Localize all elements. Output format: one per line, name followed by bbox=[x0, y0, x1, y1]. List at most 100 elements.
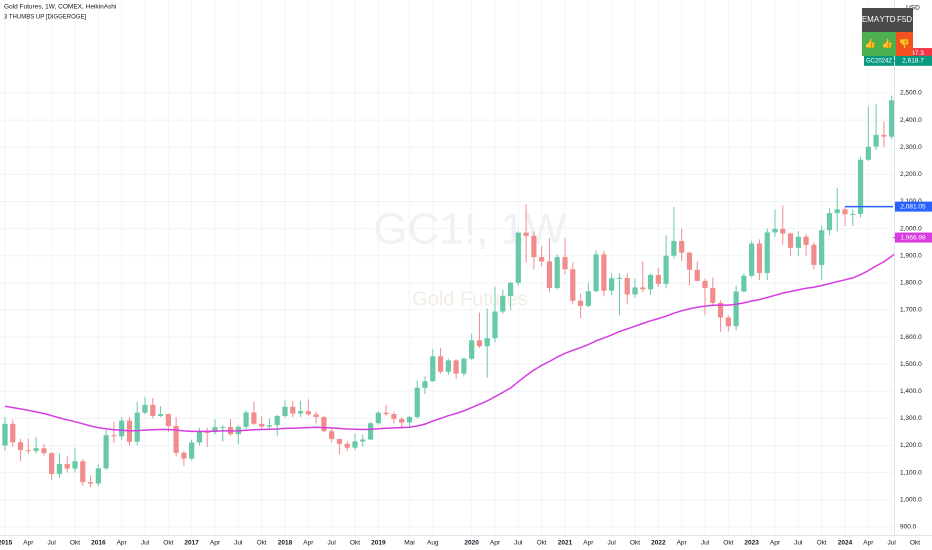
x-tick-label: Apr bbox=[490, 540, 501, 547]
candle-body bbox=[383, 412, 389, 415]
x-tick-label: Okt bbox=[70, 540, 80, 547]
x-tick-label: Apr bbox=[770, 540, 781, 547]
candle-body bbox=[212, 427, 218, 433]
currency: USD bbox=[906, 5, 920, 12]
candle-body bbox=[422, 381, 428, 388]
candle-body bbox=[507, 282, 514, 297]
candle-body bbox=[632, 287, 638, 295]
x-tick-label: Jul bbox=[794, 540, 803, 547]
indicator-name: 3 THUMBS UP [DIGGEROGE] bbox=[4, 15, 86, 21]
x-tick-label: Okt bbox=[817, 540, 827, 547]
candle-body bbox=[181, 452, 187, 459]
symbol-bg bbox=[864, 55, 894, 66]
x-tick-label: Aug bbox=[427, 540, 439, 547]
grid bbox=[0, 0, 916, 535]
y-tick-label: 1,700.0 bbox=[900, 307, 922, 314]
candle-body bbox=[391, 414, 397, 419]
x-tick-label: Jul bbox=[141, 540, 150, 547]
x-tick-label: Jul bbox=[328, 540, 337, 547]
candle-body bbox=[375, 412, 381, 424]
candle-body bbox=[593, 254, 599, 292]
x-tick-label: Okt bbox=[350, 540, 360, 547]
x-tick-label: Apr bbox=[677, 540, 688, 547]
candle-body bbox=[313, 414, 319, 418]
candle-body bbox=[399, 418, 405, 423]
candle-body bbox=[282, 406, 288, 416]
candle-body bbox=[243, 412, 249, 427]
price-label: 2,618.7 bbox=[902, 58, 924, 65]
candle-body bbox=[842, 209, 848, 215]
table-header: EMA bbox=[862, 15, 880, 24]
candle-body bbox=[157, 414, 164, 416]
x-tick-label: Okt bbox=[910, 540, 920, 547]
candle-body bbox=[336, 439, 343, 444]
x-tick-label: Jul bbox=[48, 540, 57, 547]
candle-body bbox=[865, 146, 871, 160]
x-tick-label: 2024 bbox=[838, 540, 853, 547]
candle-body bbox=[142, 404, 148, 413]
candle-body bbox=[741, 275, 747, 292]
candle-body bbox=[725, 317, 731, 327]
candle-body bbox=[87, 482, 94, 484]
candle-body bbox=[329, 431, 335, 440]
candle-body bbox=[795, 236, 801, 248]
candle-body bbox=[259, 423, 265, 427]
y-tick-label: 1,400.0 bbox=[900, 388, 922, 395]
candle-body bbox=[196, 431, 203, 443]
y-tick-label: 1,800.0 bbox=[900, 280, 922, 287]
x-tick-label: 2017 bbox=[184, 540, 199, 547]
candle-body bbox=[41, 448, 47, 454]
candle-body bbox=[570, 269, 576, 301]
candle-body bbox=[352, 441, 358, 448]
candle-body bbox=[150, 404, 156, 416]
candle-body bbox=[850, 213, 856, 215]
candle-body bbox=[546, 261, 553, 288]
candle-body bbox=[826, 213, 833, 231]
table-header-cell bbox=[896, 8, 913, 32]
candle-body bbox=[134, 412, 140, 442]
y-tick-label: 900.0 bbox=[900, 524, 917, 531]
x-tick-label: Okt bbox=[257, 540, 267, 547]
candle-body bbox=[500, 296, 506, 312]
x-tick-label: Okt bbox=[723, 540, 733, 547]
candle-body bbox=[321, 417, 327, 432]
price-label: 2,647.3 bbox=[902, 50, 924, 57]
candle-body bbox=[733, 291, 739, 327]
price-label-bg bbox=[895, 48, 932, 59]
candle-body bbox=[787, 233, 794, 248]
watermark: GC1!, 1W bbox=[373, 205, 567, 254]
candle-body bbox=[803, 236, 809, 245]
candle-body bbox=[811, 244, 817, 265]
x-tick-label: 2021 bbox=[558, 540, 573, 547]
x-tick-label: Apr bbox=[23, 540, 34, 547]
candle-body bbox=[461, 358, 467, 374]
candle-body bbox=[95, 468, 101, 484]
candle-body bbox=[764, 232, 770, 274]
y-tick-label: 1,300.0 bbox=[900, 415, 922, 422]
candle-body bbox=[585, 291, 591, 306]
candle-body bbox=[616, 277, 623, 279]
y-tick-label: 2,500.0 bbox=[900, 90, 922, 97]
candle-body bbox=[274, 415, 280, 426]
y-tick-label: 2,300.0 bbox=[900, 144, 922, 151]
candle-body bbox=[72, 461, 78, 469]
candle-body bbox=[17, 442, 24, 451]
candle-body bbox=[663, 255, 669, 284]
ema-line bbox=[4, 242, 908, 433]
candle-body bbox=[554, 257, 560, 288]
price-label: 1,966.98 bbox=[900, 234, 926, 241]
price-label-bg bbox=[895, 232, 932, 243]
candle-body bbox=[671, 241, 677, 256]
table-cell-text: 👍 bbox=[865, 37, 876, 48]
candle-body bbox=[780, 228, 786, 234]
candle-body bbox=[33, 448, 39, 451]
candle-body bbox=[889, 100, 895, 137]
candle-body bbox=[173, 425, 179, 453]
candle-body bbox=[492, 311, 498, 339]
candle-body bbox=[819, 230, 825, 265]
watermark-sub: Gold Futures bbox=[412, 288, 528, 310]
candle-body bbox=[577, 300, 584, 306]
candle-body bbox=[266, 425, 273, 427]
candle-body bbox=[624, 277, 630, 295]
